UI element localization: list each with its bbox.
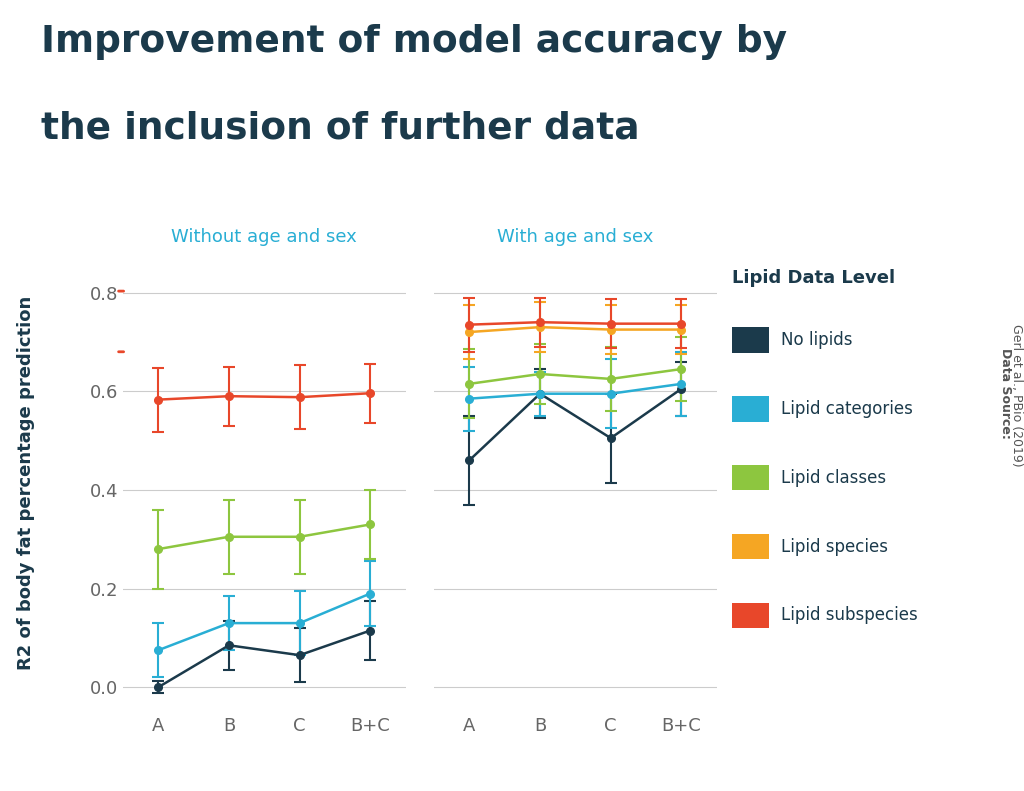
Text: the inclusion of further data: the inclusion of further data xyxy=(41,111,640,147)
Text: No lipids: No lipids xyxy=(781,331,853,349)
Title: Without age and sex: Without age and sex xyxy=(171,228,357,246)
Text: Lipid classes: Lipid classes xyxy=(781,469,887,486)
Text: Lipid categories: Lipid categories xyxy=(781,400,913,418)
Text: Lipid species: Lipid species xyxy=(781,538,888,555)
Title: With age and sex: With age and sex xyxy=(498,228,653,246)
Text: R2 of body fat percentage prediction: R2 of body fat percentage prediction xyxy=(16,295,35,670)
Text: Lipid Data Level: Lipid Data Level xyxy=(732,269,895,287)
Text: Lipid subspecies: Lipid subspecies xyxy=(781,607,919,624)
Text: Gerl et al., PBio (2019): Gerl et al., PBio (2019) xyxy=(1011,324,1023,467)
Text: Improvement of model accuracy by: Improvement of model accuracy by xyxy=(41,24,787,60)
Text: Data Source:: Data Source: xyxy=(999,348,1012,443)
